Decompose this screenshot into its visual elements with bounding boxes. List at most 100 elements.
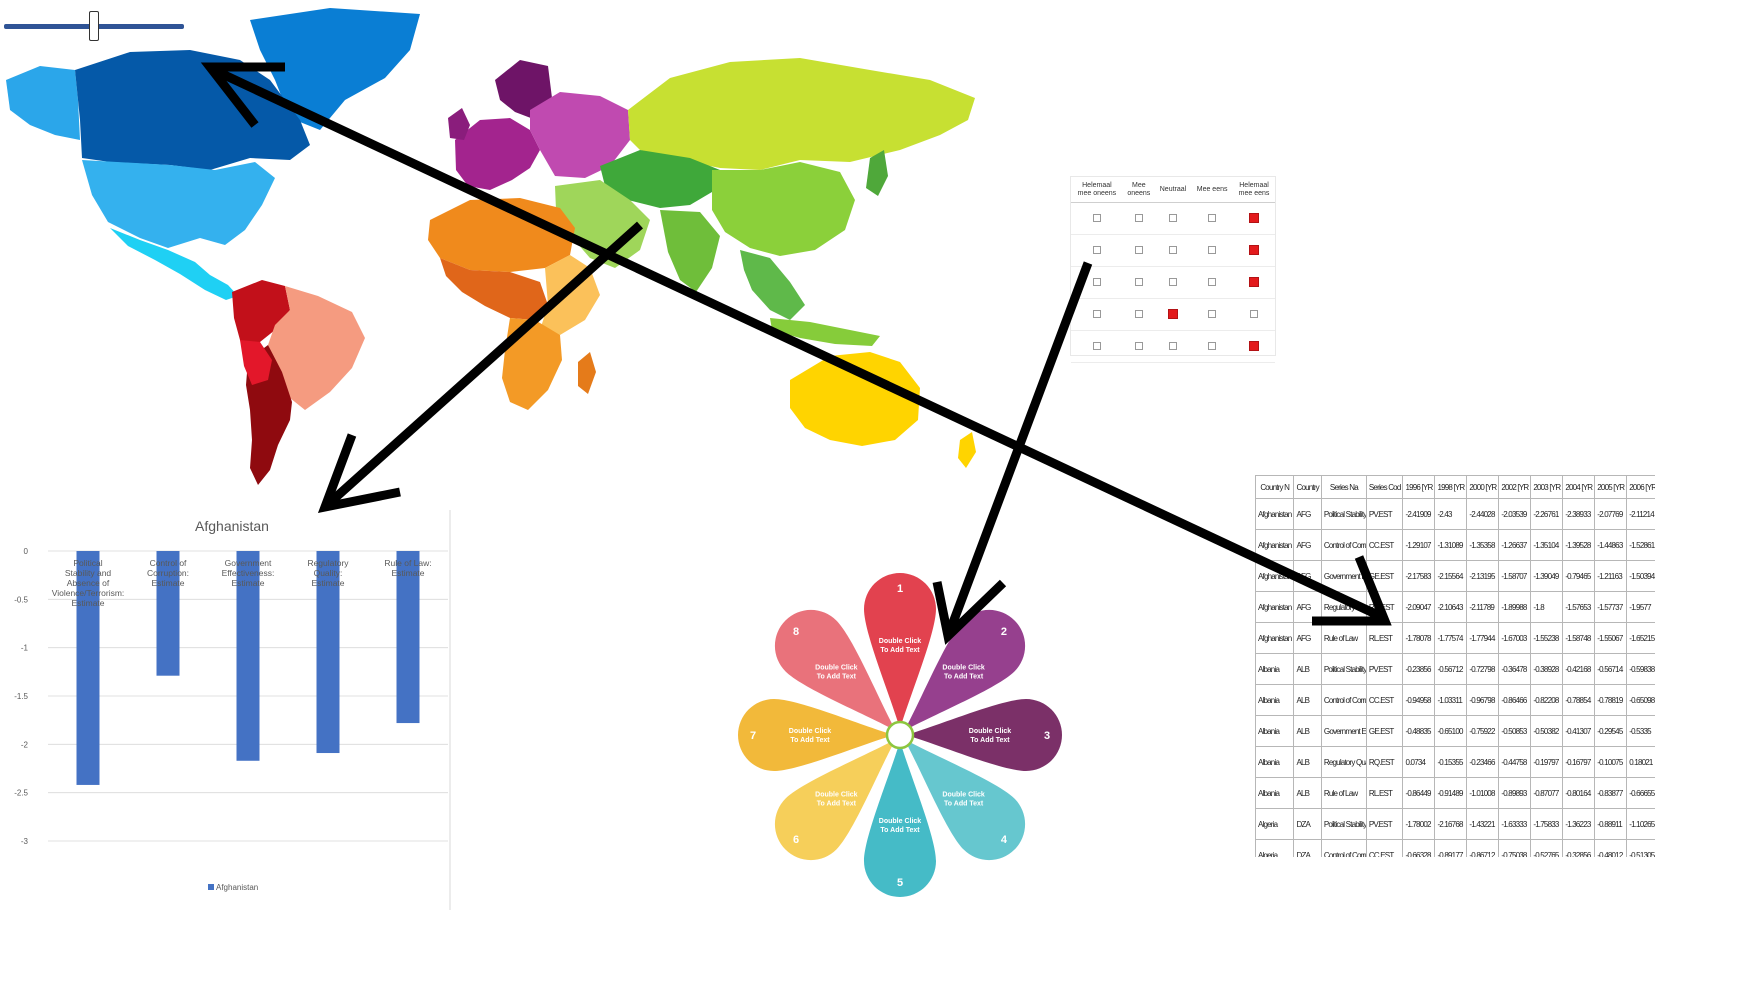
table-cell[interactable]: -0.59838 [1626,653,1655,685]
table-cell[interactable]: -0.78854 [1562,684,1596,716]
table-cell[interactable]: -0.86449 [1402,777,1436,809]
checkbox[interactable] [1208,214,1217,223]
table-cell[interactable]: -0.19797 [1530,746,1564,778]
table-cell[interactable]: -2.38933 [1562,498,1596,530]
table-cell[interactable]: -0.89893 [1498,777,1532,809]
table-cell[interactable]: -0.75038 [1498,839,1532,857]
table-cell[interactable]: -0.48012 [1594,839,1628,857]
table-cell[interactable]: Political Stability [1320,808,1367,840]
table-cell[interactable]: -0.10075 [1594,746,1628,778]
table-cell[interactable]: PV.EST [1365,808,1404,840]
table-cell[interactable]: Algeria [1255,808,1295,840]
table-cell[interactable]: ALB [1293,746,1322,778]
checkbox[interactable] [1092,278,1101,287]
table-cell[interactable]: -1.29107 [1402,529,1436,561]
table-cell[interactable]: Afghanistan [1255,560,1295,592]
checkbox[interactable] [1134,342,1143,351]
table-cell[interactable]: -2.15564 [1434,560,1468,592]
petal[interactable] [906,699,1062,771]
table-cell[interactable]: -2.11789 [1466,591,1500,623]
table-cell[interactable]: CC.EST [1365,839,1404,857]
table-cell[interactable]: Afghanistan [1255,622,1295,654]
table-cell[interactable]: -0.82208 [1530,684,1564,716]
table-cell[interactable]: -1.52861 [1626,529,1655,561]
table-cell[interactable]: -0.87077 [1530,777,1564,809]
table-cell[interactable]: CC.EST [1365,684,1404,716]
table-cell[interactable]: -0.96798 [1466,684,1500,716]
table-cell[interactable]: ALB [1293,777,1322,809]
table-cell[interactable]: Control of Corruption [1320,684,1367,716]
table-cell[interactable]: ALB [1293,653,1322,685]
table-cell[interactable]: -1.58707 [1498,560,1532,592]
column-header[interactable]: 1996 [YR [1402,475,1436,499]
table-cell[interactable]: -0.86712 [1466,839,1500,857]
table-cell[interactable]: AFG [1293,529,1322,561]
table-cell[interactable]: AFG [1293,498,1322,530]
table-cell[interactable]: -2.03539 [1498,498,1532,530]
table-cell[interactable]: Afghanistan [1255,529,1295,561]
table-cell[interactable]: Afghanistan [1255,498,1295,530]
table-cell[interactable]: -0.50853 [1498,715,1532,747]
column-header[interactable]: 2002 [YR [1498,475,1532,499]
table-cell[interactable]: -0.51305 [1626,839,1655,857]
checked-checkbox[interactable] [1249,245,1260,256]
table-cell[interactable]: -1.58748 [1562,622,1596,654]
table-cell[interactable]: -0.56714 [1594,653,1628,685]
table-cell[interactable]: -2.26761 [1530,498,1564,530]
table-cell[interactable]: -1.50394 [1626,560,1655,592]
table-cell[interactable]: -0.86466 [1498,684,1532,716]
table-cell[interactable]: Government Effectiveness [1320,560,1367,592]
table-cell[interactable]: -0.56712 [1434,653,1468,685]
table-cell[interactable]: -2.13195 [1466,560,1500,592]
table-cell[interactable]: -1.21163 [1594,560,1628,592]
table-cell[interactable]: -2.43 [1434,498,1468,530]
table-cell[interactable]: 0.18021 [1626,746,1655,778]
table-cell[interactable]: Regulatory Quality [1320,591,1367,623]
table-cell[interactable]: GE.EST [1365,715,1404,747]
table-cell[interactable]: -0.23856 [1402,653,1436,685]
table-cell[interactable]: -0.65100 [1434,715,1468,747]
table-cell[interactable]: -0.79465 [1562,560,1596,592]
table-cell[interactable]: Rule of Law [1320,777,1367,809]
column-header[interactable]: 2005 [YR [1594,475,1628,499]
checkbox[interactable] [1092,342,1101,351]
checked-checkbox[interactable] [1249,341,1260,352]
table-cell[interactable]: -2.10643 [1434,591,1468,623]
table-cell[interactable]: CC.EST [1365,529,1404,561]
table-cell[interactable]: -0.91489 [1434,777,1468,809]
column-header[interactable]: Series Na [1320,475,1367,499]
checkbox[interactable] [1092,246,1101,255]
column-header[interactable]: 2004 [YR [1562,475,1596,499]
table-cell[interactable]: -0.88911 [1594,808,1628,840]
checkbox[interactable] [1134,278,1143,287]
table-cell[interactable]: -1.75833 [1530,808,1564,840]
column-header[interactable]: Series Cod [1365,475,1404,499]
table-cell[interactable]: -1.35358 [1466,529,1500,561]
table-cell[interactable]: -1.10265 [1626,808,1655,840]
table-cell[interactable]: -1.63333 [1498,808,1532,840]
table-cell[interactable]: DZA [1293,839,1322,857]
table-cell[interactable]: -0.42168 [1562,653,1596,685]
table-cell[interactable]: -1.39528 [1562,529,1596,561]
table-cell[interactable]: -1.9577 [1626,591,1655,623]
table-cell[interactable]: -1.65215 [1626,622,1655,654]
table-cell[interactable]: -0.94958 [1402,684,1436,716]
table-cell[interactable]: RQ.EST [1365,746,1404,778]
table-cell[interactable]: -1.03311 [1434,684,1468,716]
table-cell[interactable]: -0.41307 [1562,715,1596,747]
checked-checkbox[interactable] [1249,277,1260,288]
table-cell[interactable]: DZA [1293,808,1322,840]
table-cell[interactable]: Albania [1255,777,1295,809]
table-cell[interactable]: -0.80164 [1562,777,1596,809]
table-cell[interactable]: -1.57737 [1594,591,1628,623]
checkbox[interactable] [1092,310,1101,319]
table-cell[interactable]: Albania [1255,653,1295,685]
checkbox[interactable] [1168,342,1177,351]
checkbox[interactable] [1134,214,1143,223]
table-cell[interactable]: -2.41909 [1402,498,1436,530]
table-cell[interactable]: -1.67003 [1498,622,1532,654]
petal[interactable] [879,714,1040,875]
table-cell[interactable]: Albania [1255,684,1295,716]
table-cell[interactable]: -0.16797 [1562,746,1596,778]
table-cell[interactable]: AFG [1293,591,1322,623]
